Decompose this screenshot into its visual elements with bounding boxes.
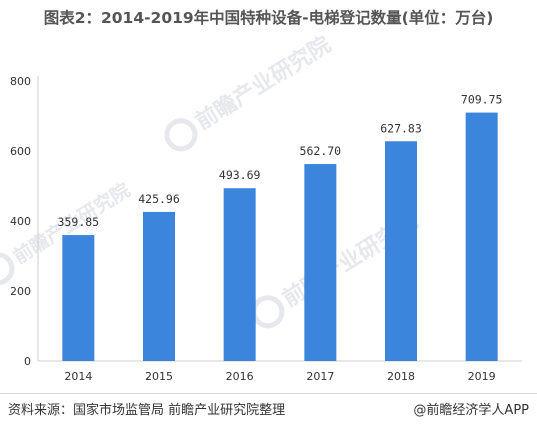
data-label: 709.75 xyxy=(461,93,503,107)
y-tick-label: 600 xyxy=(10,145,31,158)
bars xyxy=(62,112,498,362)
data-label: 627.83 xyxy=(380,121,422,135)
source-note: 资料来源：国家市场监管局 前瞻产业研究院整理 xyxy=(8,402,285,418)
y-tick-label: 200 xyxy=(10,285,31,298)
bar xyxy=(304,164,337,361)
y-tick-label: 0 xyxy=(24,355,31,368)
watermark-mark: 前瞻产业研究院 xyxy=(164,32,335,152)
watermark-text: 前瞻产业研究院 xyxy=(191,32,335,136)
x-tick-label: 2017 xyxy=(306,370,334,383)
x-tick-label: 2014 xyxy=(64,370,92,383)
y-tick-labels: 0 200 400 600 800 xyxy=(10,75,31,368)
data-labels: 359.85 425.96 493.69 562.70 627.83 709.75 xyxy=(58,93,503,229)
brand-label: @前瞻经济学人APP xyxy=(413,402,529,418)
watermark-logo-icon xyxy=(251,295,285,329)
chart-title: 图表2：2014-2019年中国特种设备-电梯登记数量(单位：万台) xyxy=(43,9,494,27)
x-tick-label: 2015 xyxy=(145,370,173,383)
y-tick-label: 400 xyxy=(10,215,31,228)
data-label: 562.70 xyxy=(300,144,342,158)
bar xyxy=(223,188,256,361)
chart-axes xyxy=(37,76,522,362)
bar xyxy=(465,112,498,362)
data-label: 425.96 xyxy=(138,192,180,206)
watermark-logo-icon xyxy=(0,252,15,286)
data-label: 359.85 xyxy=(58,215,100,229)
x-tick-labels: 2014 2015 2016 2017 2018 2019 xyxy=(64,370,495,383)
bar xyxy=(385,141,417,361)
x-tick-label: 2018 xyxy=(387,370,415,383)
x-tick-label: 2016 xyxy=(226,370,254,383)
bar xyxy=(62,235,95,361)
bar xyxy=(143,211,175,361)
x-tick-label: 2019 xyxy=(468,370,496,383)
data-label: 493.69 xyxy=(219,168,261,182)
watermark-logo-icon xyxy=(164,118,198,152)
y-tick-label: 800 xyxy=(10,75,31,88)
